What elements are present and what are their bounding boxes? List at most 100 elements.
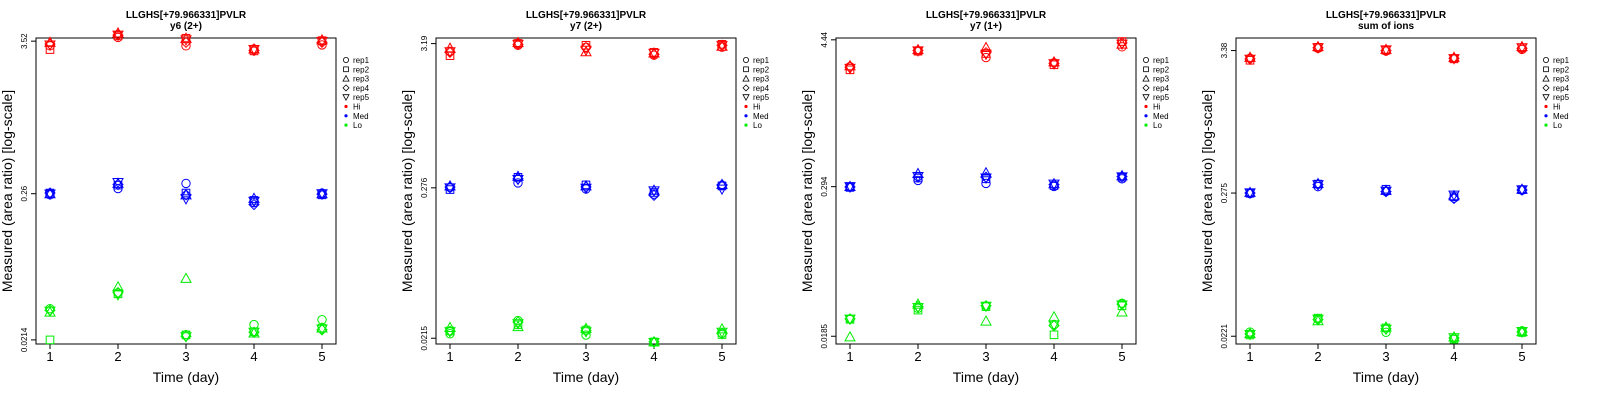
legend-label: Med: [753, 112, 769, 121]
point-med-rep3-day3: [980, 166, 992, 178]
legend-label: rep1: [1553, 56, 1570, 65]
point-med-rep5-day2: [1312, 180, 1324, 191]
x-tick-label: 4: [250, 349, 257, 364]
legend-label: Lo: [1553, 121, 1562, 130]
legend-marker-rep4: [1542, 84, 1550, 92]
point-lo-rep5-day4: [1448, 333, 1460, 344]
point-lo-rep5-day2: [112, 290, 124, 301]
legend-label: rep5: [753, 93, 770, 102]
legend-label: rep5: [353, 93, 370, 102]
point-hi-rep5-day4: [1048, 59, 1060, 70]
chart-subtitle: y7 (1+): [970, 21, 1002, 32]
point-hi-rep5-day2: [912, 46, 924, 57]
legend-label: Hi: [753, 103, 761, 112]
point-med-rep3-day4: [648, 184, 660, 195]
legend-label: rep1: [1153, 56, 1170, 65]
point-lo-rep1-day3: [1381, 327, 1391, 337]
x-tick-label: 2: [914, 349, 921, 364]
legend-marker-lo: [344, 123, 348, 127]
legend-marker-rep4: [742, 84, 750, 92]
plot-frame: [435, 37, 737, 345]
point-med-rep1-day3: [981, 178, 991, 189]
legend-label: rep5: [1153, 93, 1170, 102]
y-tick-label: 0.0221: [1220, 323, 1229, 348]
point-med-rep5-day2: [512, 174, 524, 186]
point-hi-rep3-day2: [1312, 40, 1324, 52]
point-med-rep5-day4: [1448, 190, 1460, 202]
point-lo-rep5-day5: [716, 327, 728, 339]
point-med-rep4-day5: [716, 179, 728, 191]
point-hi-rep5-day5: [1516, 43, 1528, 54]
legend-marker-rep2: [743, 66, 749, 73]
point-hi-rep5-day1: [844, 63, 856, 75]
x-tick-label: 1: [846, 349, 853, 364]
point-lo-rep5-day3: [180, 332, 192, 343]
point-lo-rep5-day5: [1116, 300, 1128, 311]
legend-marker-hi: [1544, 104, 1548, 109]
x-tick-label: 5: [318, 349, 325, 364]
x-axis-label: Time (day): [553, 369, 619, 385]
point-hi-rep5-day1: [1244, 54, 1256, 66]
point-hi-rep3-day4: [1448, 51, 1460, 62]
point-lo-rep5-day1: [44, 306, 56, 318]
x-axis-label: Time (day): [153, 369, 219, 385]
legend-marker-hi: [744, 104, 748, 109]
legend-label: Hi: [353, 103, 361, 112]
plot-frame: [1235, 37, 1537, 345]
legend-marker-rep5: [1142, 94, 1150, 102]
point-med-rep5-day4: [248, 196, 260, 208]
legend-marker-rep3: [1542, 74, 1550, 82]
y-axis-label: Measured (area ratio) [log-scale]: [0, 90, 15, 292]
chart-subtitle: y6 (2+): [170, 21, 202, 32]
point-med-rep5-day5: [1116, 172, 1128, 183]
x-tick-label: 2: [114, 349, 121, 364]
point-med-rep3-day3: [180, 188, 192, 200]
point-med-rep5-day4: [1048, 179, 1060, 191]
point-lo-rep3-day1: [844, 330, 856, 342]
chart-title: LLGHS[+79.966331]PVLR: [126, 10, 247, 21]
point-med-rep4-day3: [580, 181, 592, 193]
legend-marker-lo: [744, 123, 748, 127]
data-points: [44, 26, 328, 345]
point-hi-rep5-day3: [180, 35, 192, 46]
x-tick-label: 2: [1314, 349, 1321, 364]
point-med-rep5-day3: [580, 183, 592, 195]
point-hi-rep2-day1: [45, 45, 55, 54]
point-med-rep4-day4: [1448, 192, 1460, 205]
point-hi-rep4-day5: [1116, 37, 1128, 49]
point-med-rep3-day5: [1116, 169, 1128, 181]
point-lo-rep4-day3: [580, 324, 592, 337]
point-hi-rep2-day3: [581, 40, 591, 50]
point-lo-rep5-day4: [648, 338, 660, 349]
y-tick-label: 0.0185: [820, 323, 829, 348]
legend-marker-med: [1544, 114, 1548, 118]
point-hi-rep5-day3: [980, 49, 992, 61]
x-tick-label: 3: [182, 349, 189, 364]
legend-label: rep2: [753, 65, 770, 74]
point-lo-rep2-day4: [1049, 330, 1059, 340]
legend-marker-rep2: [1543, 66, 1549, 73]
point-med-rep5-day1: [844, 182, 856, 193]
point-med-rep5-day5: [1516, 185, 1528, 196]
point-med-rep5-day3: [1380, 186, 1392, 198]
plot-frame: [35, 37, 337, 345]
legend-marker-lo: [1544, 123, 1548, 127]
point-hi-rep5-day3: [580, 45, 592, 57]
legend-label: rep2: [1553, 65, 1570, 74]
point-med-rep4-day1: [44, 187, 56, 199]
legend-label: Med: [353, 112, 369, 121]
y-tick-label: 0.0214: [20, 327, 29, 352]
x-tick-label: 5: [718, 349, 725, 364]
y-tick-label: 4.44: [820, 31, 829, 47]
legend-label: Hi: [1153, 103, 1161, 112]
point-med-rep4-day3: [180, 189, 192, 201]
legend-label: rep3: [353, 75, 370, 84]
point-lo-rep5-day3: [580, 327, 592, 338]
point-med-rep5-day2: [112, 177, 124, 189]
legend-label: rep4: [1153, 84, 1170, 93]
